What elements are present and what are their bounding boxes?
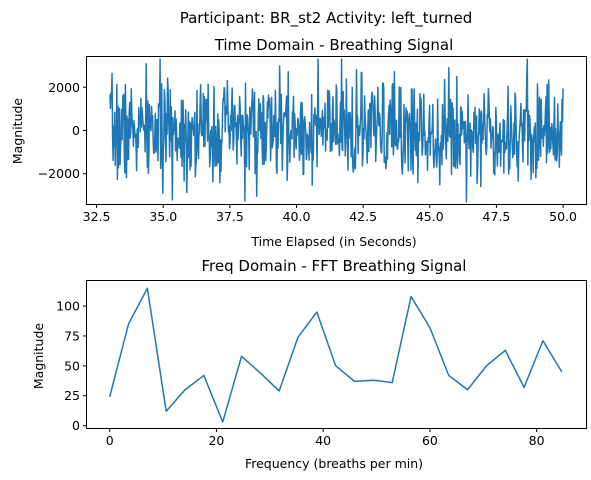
freq-domain-x-tick-label: 80	[529, 433, 545, 448]
time-domain-xlabel: Time Elapsed (in Seconds)	[250, 234, 416, 249]
freq-domain-x-tick-label: 40	[315, 433, 331, 448]
time-domain-x-tick-label: 42.5	[349, 209, 377, 224]
freq-domain-y-tick-label: 25	[64, 388, 80, 403]
time-domain-x-tick-label: 37.5	[216, 209, 244, 224]
freq-domain-xlabel: Frequency (breaths per min)	[245, 456, 423, 471]
time-domain-plot-area	[109, 58, 564, 203]
time-domain-title: Time Domain - Breathing Signal	[214, 36, 454, 54]
freq-domain-x-tick-label: 60	[422, 433, 438, 448]
time-domain-ylabel: Magnitude	[10, 98, 25, 165]
freq-domain-y-tick-label: 50	[64, 358, 80, 373]
time-domain-y-tick-label: 2000	[48, 80, 80, 95]
freq-domain-panel: Freq Domain - FFT Breathing Signal 0 20 40…	[31, 257, 587, 471]
freq-domain-x-tick-label: 0	[106, 433, 114, 448]
figure-suptitle: Participant: BR_st2 Activity: left_turne…	[180, 9, 473, 28]
freq-domain-title: Freq Domain - FFT Breathing Signal	[202, 257, 467, 275]
freq-domain-y-tick-label: 75	[64, 328, 80, 343]
freq-domain-ylabel: Magnitude	[31, 323, 46, 390]
time-domain-x-tick-label: 50.0	[549, 209, 577, 224]
time-domain-x-tick-label: 32.5	[83, 209, 111, 224]
time-domain-x-tick-label: 47.5	[483, 209, 511, 224]
freq-domain-y-ticks: 0 25 50 75 100	[56, 299, 87, 433]
freq-domain-plot-area	[108, 287, 563, 423]
freq-domain-x-tick-label: 20	[208, 433, 224, 448]
time-domain-panel: Time Domain - Breathing Signal 32.5 35.0 3…	[10, 36, 587, 249]
time-domain-x-tick-label: 45.0	[416, 209, 444, 224]
freq-domain-frame	[86, 280, 587, 429]
time-domain-y-tick-label: 0	[72, 123, 80, 138]
freq-domain-y-tick-label: 0	[72, 418, 80, 433]
time-domain-x-tick-label: 35.0	[149, 209, 177, 224]
freq-domain-series-line	[108, 287, 563, 423]
time-domain-x-tick-label: 40.0	[283, 209, 311, 224]
time-domain-y-ticks: −2000 0 2000	[38, 80, 87, 181]
time-domain-x-ticks: 32.5 35.0 37.5 40.0 42.5 45.0 47.5 50.0	[83, 204, 577, 224]
freq-domain-x-ticks: 0 20 40 60 80	[106, 428, 545, 448]
time-domain-series-line	[109, 58, 564, 203]
time-domain-y-tick-label: −2000	[38, 166, 80, 181]
freq-domain-y-tick-label: 100	[56, 299, 80, 314]
